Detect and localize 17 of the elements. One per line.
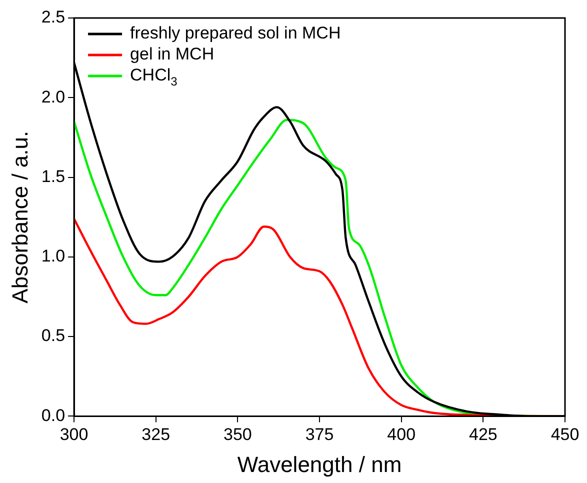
y-tick-label: 2.0: [41, 87, 66, 106]
y-tick-label: 0.5: [41, 326, 66, 346]
legend-label: freshly prepared sol in MCH: [130, 24, 341, 43]
x-tick-label: 350: [224, 425, 252, 444]
y-tick-label: 2.5: [41, 8, 66, 27]
y-tick-label: 1.5: [41, 166, 66, 186]
x-axis-title: Wavelength / nm: [237, 452, 402, 477]
x-tick-label: 325: [142, 425, 170, 444]
x-tick-label: 400: [387, 425, 416, 444]
x-tick-label: 375: [305, 425, 334, 444]
y-axis-title: Absorbance / a.u.: [7, 130, 32, 304]
y-tick-label: 0.0: [41, 406, 66, 425]
x-tick-label: 300: [60, 425, 88, 444]
x-tick-label: 425: [468, 425, 498, 444]
x-tick-label: 450: [550, 425, 580, 444]
legend-label: gel in MCH: [130, 44, 214, 64]
y-tick-label: 1.0: [41, 246, 66, 266]
